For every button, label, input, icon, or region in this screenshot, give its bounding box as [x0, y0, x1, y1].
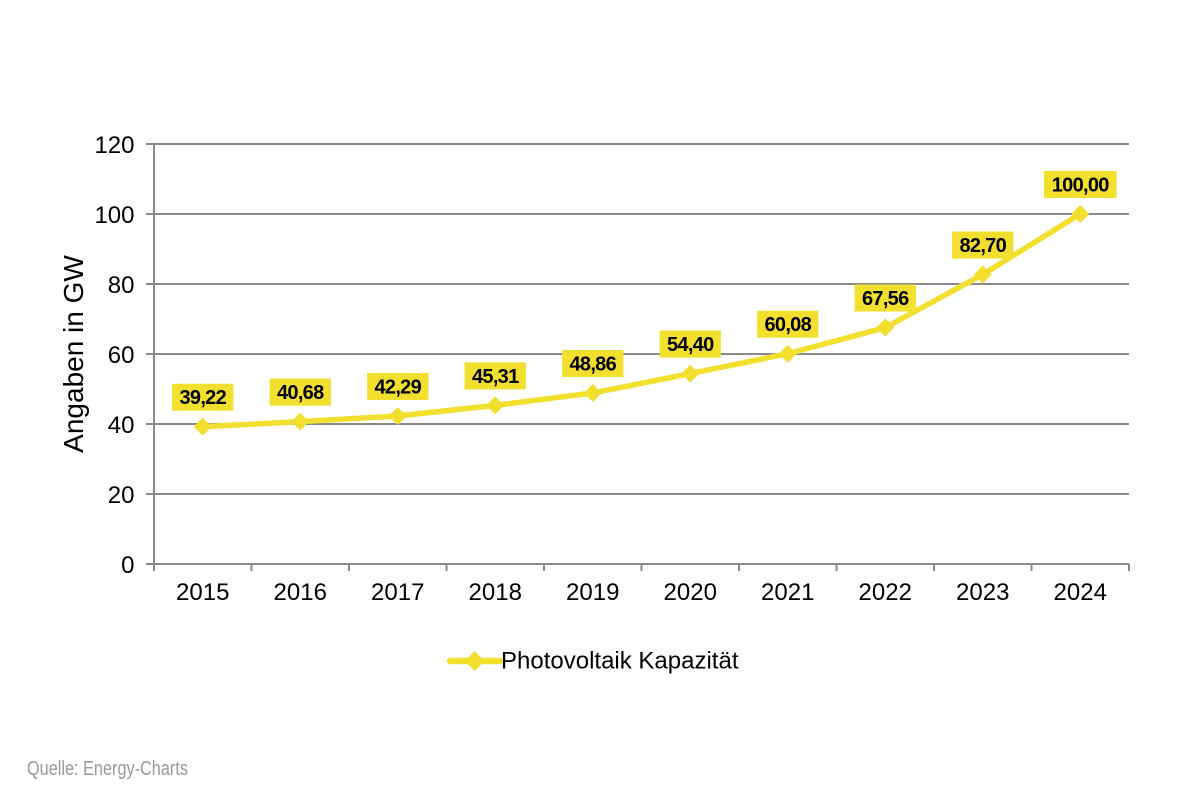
svg-text:20: 20 [108, 482, 135, 509]
svg-text:2016: 2016 [274, 579, 327, 606]
svg-text:80: 80 [108, 272, 135, 299]
svg-text:60: 60 [108, 342, 135, 369]
svg-text:100: 100 [94, 202, 134, 229]
svg-text:40,68: 40,68 [277, 382, 324, 404]
svg-text:2024: 2024 [1054, 579, 1107, 606]
svg-text:2018: 2018 [469, 579, 522, 606]
svg-text:45,31: 45,31 [472, 366, 519, 388]
svg-text:2023: 2023 [956, 579, 1009, 606]
svg-text:40: 40 [108, 412, 135, 439]
svg-text:Angaben in GW: Angaben in GW [58, 255, 89, 453]
svg-text:2015: 2015 [176, 579, 229, 606]
svg-text:48,86: 48,86 [569, 353, 616, 375]
svg-text:2019: 2019 [566, 579, 619, 606]
svg-text:0: 0 [121, 552, 134, 579]
svg-text:82,70: 82,70 [959, 235, 1006, 257]
svg-text:Quelle: Energy-Charts: Quelle: Energy-Charts [27, 758, 188, 780]
svg-text:2022: 2022 [859, 579, 912, 606]
svg-text:39,22: 39,22 [179, 387, 226, 409]
svg-text:60,08: 60,08 [764, 314, 811, 336]
svg-text:120: 120 [94, 132, 134, 159]
svg-text:2020: 2020 [664, 579, 717, 606]
svg-text:42,29: 42,29 [374, 376, 421, 398]
svg-text:2021: 2021 [761, 579, 814, 606]
svg-text:54,40: 54,40 [667, 334, 714, 356]
svg-text:67,56: 67,56 [862, 288, 909, 310]
svg-text:100,00: 100,00 [1052, 175, 1110, 197]
svg-text:Photovoltaik Kapazität: Photovoltaik Kapazität [501, 648, 739, 675]
svg-text:2017: 2017 [371, 579, 424, 606]
